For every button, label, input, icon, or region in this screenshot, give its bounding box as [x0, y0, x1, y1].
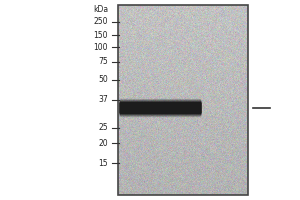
FancyBboxPatch shape	[120, 102, 201, 114]
Text: 15: 15	[98, 158, 108, 168]
Bar	[118, 5, 248, 195]
Text: 150: 150	[94, 30, 108, 40]
Text: 50: 50	[98, 75, 108, 84]
Text: 250: 250	[94, 18, 108, 26]
FancyBboxPatch shape	[120, 99, 201, 116]
Text: 75: 75	[98, 58, 108, 66]
Text: 20: 20	[98, 138, 108, 148]
Text: 100: 100	[94, 43, 108, 51]
FancyBboxPatch shape	[120, 100, 201, 116]
Text: 25: 25	[98, 123, 108, 132]
Text: 37: 37	[98, 96, 108, 104]
Text: kDa: kDa	[93, 5, 108, 15]
FancyBboxPatch shape	[120, 102, 201, 114]
